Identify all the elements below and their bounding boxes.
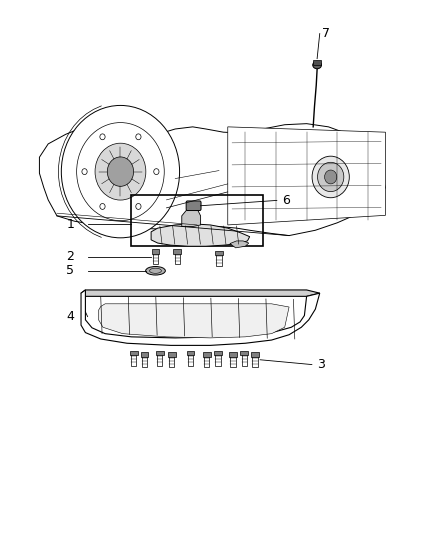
- Ellipse shape: [100, 134, 105, 140]
- Polygon shape: [99, 304, 289, 338]
- Ellipse shape: [313, 61, 321, 69]
- Bar: [215, 251, 223, 255]
- Bar: [152, 249, 159, 254]
- Bar: [242, 354, 247, 366]
- Bar: [203, 352, 211, 357]
- Ellipse shape: [325, 170, 337, 184]
- Ellipse shape: [145, 266, 165, 275]
- FancyBboxPatch shape: [186, 201, 201, 211]
- Bar: [240, 351, 248, 355]
- Text: 4: 4: [67, 310, 74, 323]
- Text: 1: 1: [67, 218, 74, 231]
- Bar: [131, 354, 136, 366]
- Text: 7: 7: [322, 27, 330, 40]
- Bar: [251, 352, 259, 357]
- Bar: [169, 356, 174, 367]
- Bar: [313, 60, 321, 65]
- Text: 6: 6: [283, 194, 290, 207]
- Ellipse shape: [100, 204, 105, 209]
- Bar: [153, 253, 158, 264]
- Polygon shape: [81, 290, 320, 345]
- Bar: [188, 354, 193, 366]
- Bar: [130, 351, 138, 355]
- Ellipse shape: [312, 156, 350, 198]
- Bar: [214, 351, 222, 355]
- Bar: [252, 356, 258, 367]
- Bar: [204, 356, 209, 367]
- Bar: [157, 354, 162, 366]
- Bar: [229, 352, 237, 357]
- Ellipse shape: [318, 162, 344, 191]
- Ellipse shape: [61, 106, 180, 238]
- Bar: [215, 354, 221, 366]
- Ellipse shape: [107, 157, 134, 187]
- Polygon shape: [228, 127, 385, 225]
- Bar: [230, 356, 236, 367]
- Bar: [131, 195, 263, 246]
- Ellipse shape: [136, 204, 141, 209]
- Polygon shape: [81, 290, 320, 296]
- Bar: [142, 356, 147, 367]
- Bar: [175, 253, 180, 264]
- Ellipse shape: [136, 134, 141, 140]
- Ellipse shape: [95, 143, 146, 200]
- Bar: [187, 351, 194, 355]
- Polygon shape: [39, 124, 385, 236]
- Text: 5: 5: [67, 264, 74, 277]
- Bar: [156, 351, 164, 355]
- Polygon shape: [230, 241, 249, 248]
- Bar: [173, 249, 181, 254]
- Polygon shape: [182, 209, 201, 227]
- Ellipse shape: [82, 168, 87, 175]
- Polygon shape: [151, 224, 250, 246]
- Text: 3: 3: [318, 358, 325, 371]
- Bar: [168, 352, 176, 357]
- Bar: [141, 352, 148, 357]
- Ellipse shape: [154, 168, 159, 175]
- Text: 2: 2: [67, 251, 74, 263]
- Bar: [216, 254, 222, 266]
